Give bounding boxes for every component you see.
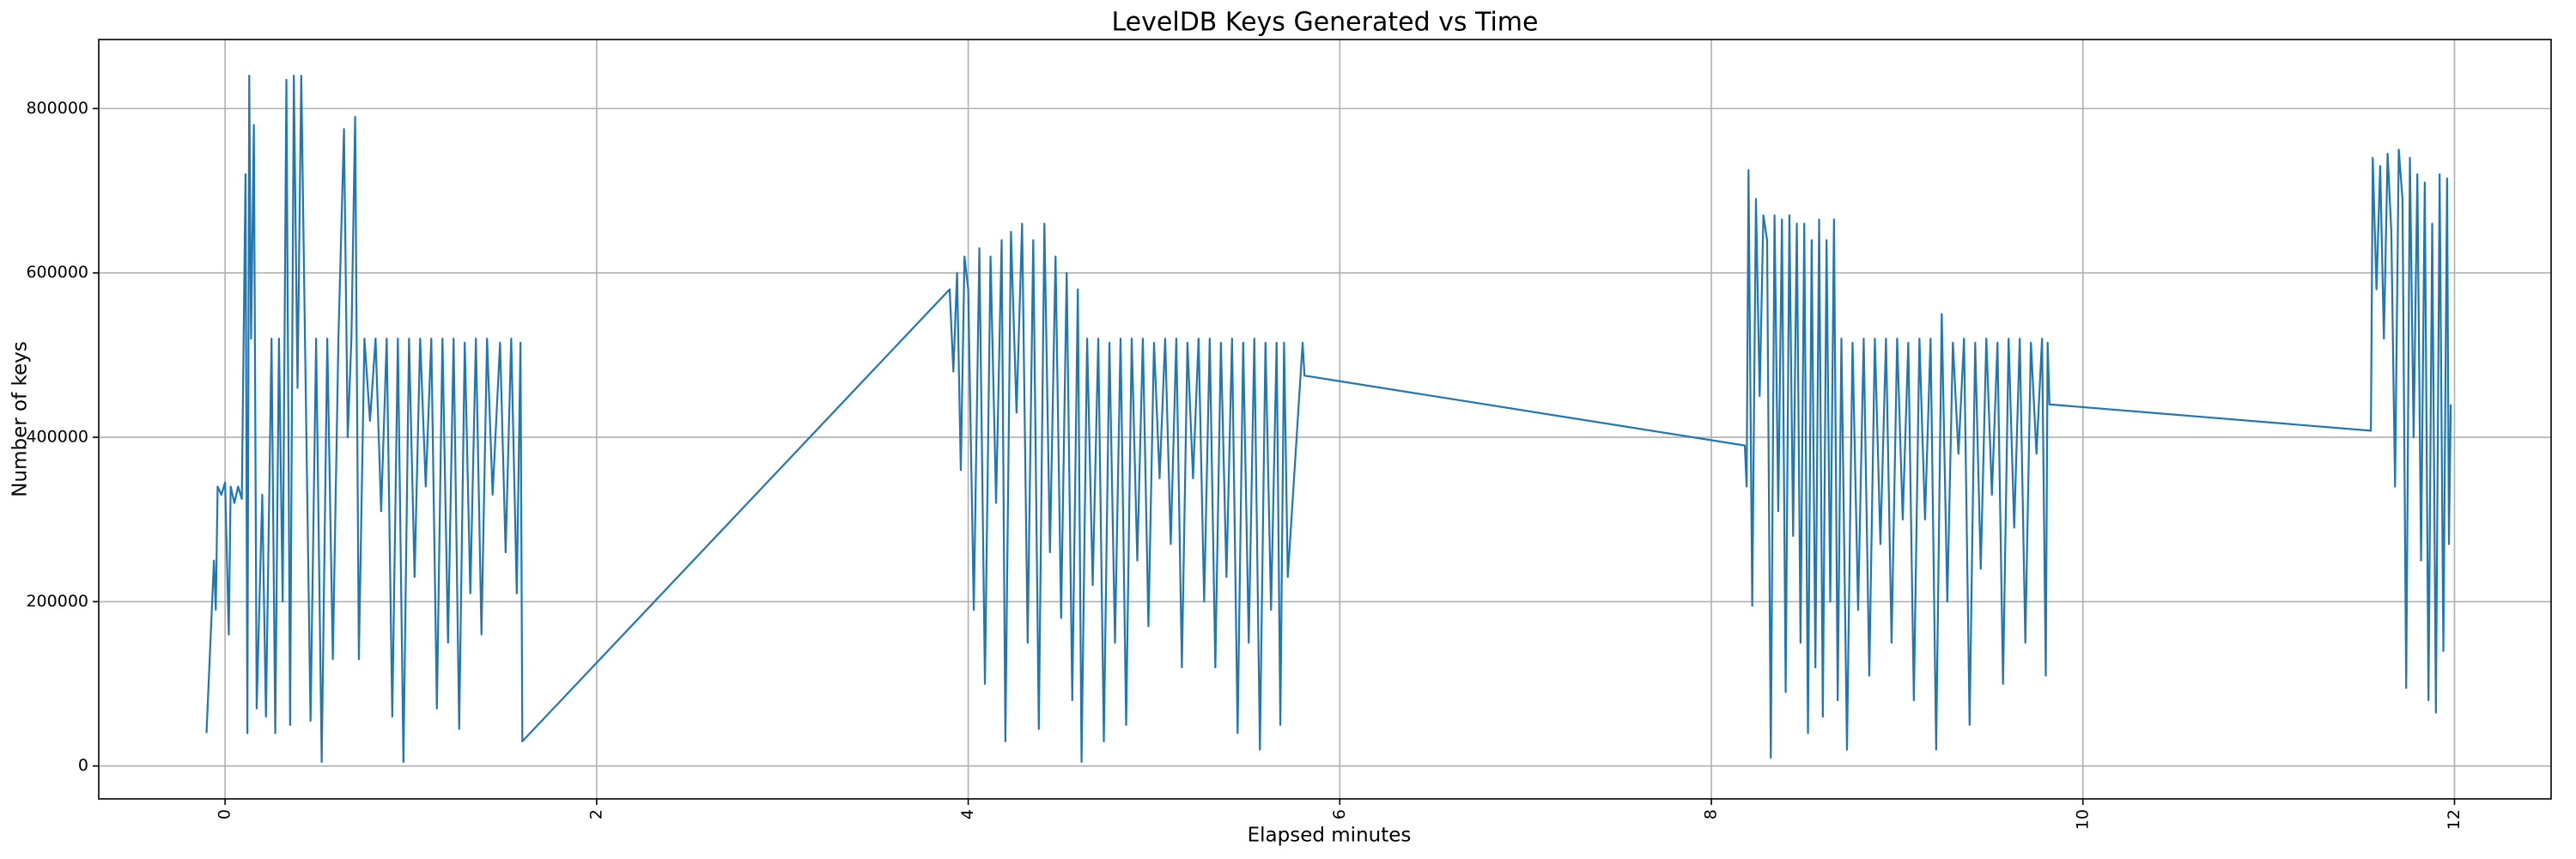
- x-tick-label: 4: [958, 809, 977, 819]
- y-tick-label: 800000: [26, 99, 88, 118]
- x-tick-label: 6: [1330, 809, 1349, 819]
- x-tick-label: 12: [2445, 809, 2464, 830]
- y-axis-label: Number of keys: [9, 341, 32, 497]
- y-tick-label: 600000: [26, 263, 88, 282]
- y-tick-label: 400000: [26, 428, 88, 447]
- data-line: [205, 75, 2452, 764]
- x-tick-label: 0: [216, 809, 234, 819]
- x-tick-label: 10: [2073, 809, 2092, 830]
- y-tick-label: 200000: [26, 592, 88, 611]
- x-axis-label: Elapsed minutes: [1248, 825, 1412, 847]
- plot-frame: [98, 39, 2552, 800]
- chart-title: LevelDB Keys Generated vs Time: [1112, 8, 1539, 38]
- y-tick-label: 0: [78, 756, 88, 775]
- x-tick-label: 8: [1702, 809, 1721, 819]
- x-tick-label: 2: [586, 809, 605, 819]
